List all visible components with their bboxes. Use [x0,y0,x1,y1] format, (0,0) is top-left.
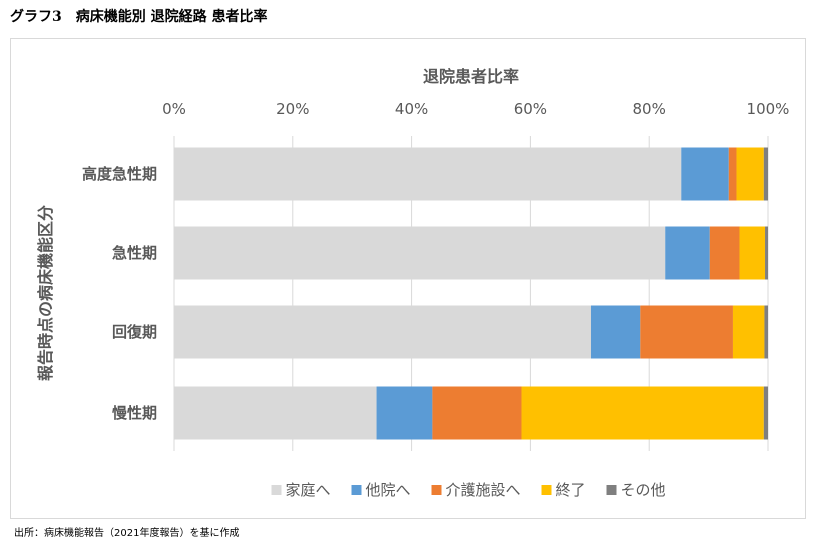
bar-segment [763,147,768,201]
legend-label: その他 [621,481,666,499]
x-tick-label: 40% [395,100,428,118]
bar-segment [590,305,641,359]
stacked-bar-chart: 退院患者比率 0% 20% 40% 60% 80% 100% 報告時点の病床機能区分 高度急性期… [36,67,790,499]
x-tick-label: 0% [162,100,186,118]
bar-segment [728,147,737,201]
y-category-label: 慢性期 [112,404,157,422]
y-category-label: 高度急性期 [82,165,157,183]
bar-segment [174,386,377,440]
legend-swatch [431,485,442,495]
legend-swatch [606,485,617,495]
bar-segment [681,147,729,201]
legend-label: 家庭へ [286,481,331,499]
bar-segment [732,305,765,359]
bar-segment [709,226,740,280]
source-note: 出所：病床機能報告（2021年度報告）を基に作成 [14,528,240,539]
bar-segment [521,386,764,440]
legend-label: 他院へ [366,481,411,499]
x-tick-label: 80% [633,100,666,118]
y-axis-title: 報告時点の病床機能区分 [36,205,55,381]
bar-segment [376,386,433,440]
legend-swatch [271,485,282,495]
bar-segment [174,226,666,280]
bar-segment [736,147,764,201]
bar-segment [665,226,710,280]
bar-segment [739,226,766,280]
bar-segment [640,305,733,359]
chart-area: 退院患者比率 0% 20% 40% 60% 80% 100% 報告時点の病床機能区分 高度急性期… [10,38,806,519]
legend-label: 終了 [556,481,586,499]
x-tick-label: 60% [514,100,547,118]
bar-segment [764,305,768,359]
figure-title: グラフ3 病床機能別 退院経路 患者比率 [10,9,268,25]
legend-swatch [541,485,552,495]
y-category-label: 回復期 [112,323,157,341]
bar-segment [174,147,682,201]
bar-segment [432,386,522,440]
x-tick-label: 20% [276,100,309,118]
x-tick-label: 100% [747,100,790,118]
bar-segment [174,305,591,359]
legend-label: 介護施設へ [446,481,521,499]
legend-swatch [351,485,362,495]
bar-segment [765,226,768,280]
y-category-label: 急性期 [112,244,157,262]
x-axis-title: 退院患者比率 [423,67,519,86]
bar-segment [763,386,768,440]
